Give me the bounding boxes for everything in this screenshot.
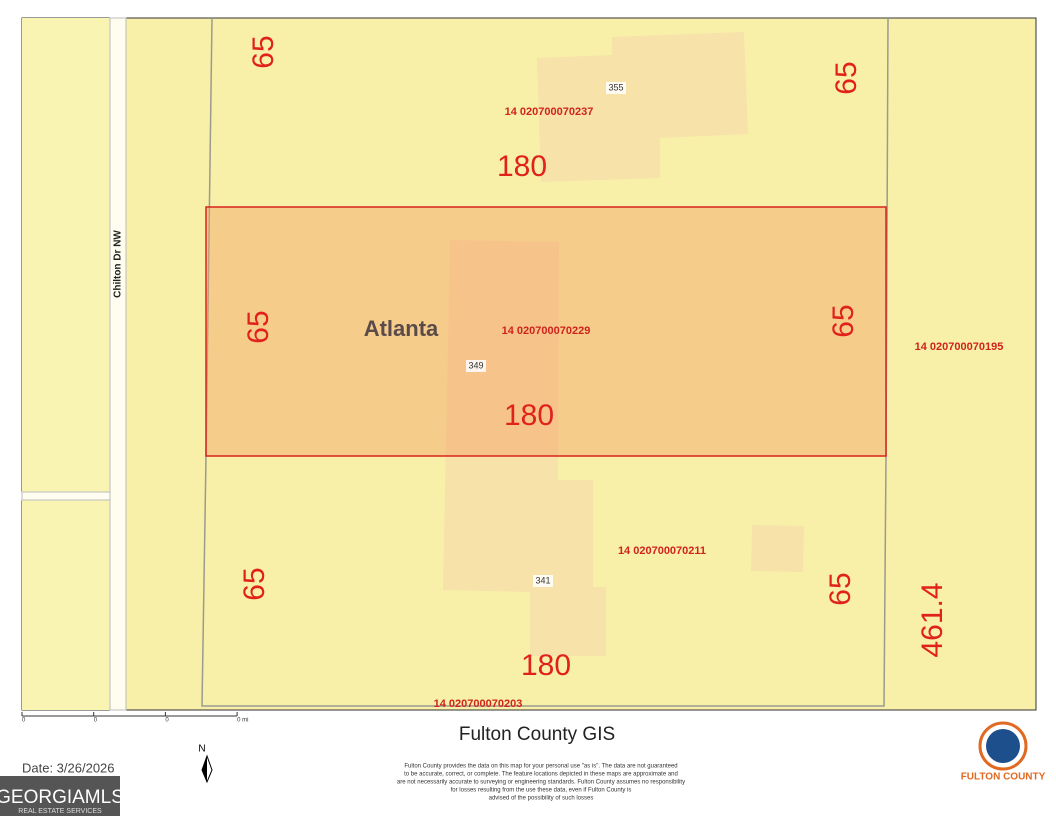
north-arrow xyxy=(202,756,207,782)
scale-label: 0 mi xyxy=(237,718,248,724)
mls-logo-text: GEORGIAMLS xyxy=(0,787,124,808)
address-label: 341 xyxy=(535,575,550,585)
address-box xyxy=(606,82,626,94)
lot xyxy=(22,18,110,710)
city-label: Atlanta xyxy=(364,316,439,341)
map: Chilton Dr NW Atlanta xyxy=(21,17,1037,711)
county-logo-text: FULTON COUNTY xyxy=(961,772,1046,783)
address-box xyxy=(533,575,553,587)
scale-label: 0 xyxy=(165,718,169,724)
building xyxy=(537,32,748,182)
selected-parcel xyxy=(205,206,887,457)
mls-tagline: REAL ESTATE SERVICES xyxy=(18,808,102,815)
dimension-label: 65 xyxy=(242,310,275,343)
parcel-id: 14 020700070203 xyxy=(434,698,523,710)
dimension-label: 180 xyxy=(497,150,547,183)
dimension-label: 461.4 xyxy=(916,582,949,657)
footer-title: Fulton County GIS xyxy=(459,724,615,745)
address-box xyxy=(466,360,486,372)
street-label: Chilton Dr NW xyxy=(113,230,124,298)
dimension-label: 65 xyxy=(247,35,280,68)
dimension-label: 65 xyxy=(824,572,857,605)
parcel-id: 14 020700070237 xyxy=(505,106,594,118)
north-label: N xyxy=(198,744,205,755)
footer: N Fulton County GIS Date: 3/26/2026 GEOR… xyxy=(0,715,1046,816)
address-label: 349 xyxy=(468,360,483,370)
dimension-label: 180 xyxy=(504,399,554,432)
building xyxy=(751,525,804,572)
parcel-id: 14 020700070195 xyxy=(915,341,1004,353)
building xyxy=(443,240,606,656)
disclaimer: are not necessarily accurate to surveyin… xyxy=(397,780,685,786)
road xyxy=(109,17,127,711)
scale-label: 0 xyxy=(22,718,26,724)
dimension-label: 65 xyxy=(238,567,271,600)
disclaimer: to be accurate, correct, or complete. Th… xyxy=(404,772,678,778)
dimension-label: 180 xyxy=(521,649,571,682)
disclaimer: for losses resulting from the use these … xyxy=(451,788,632,794)
parcel-id: 14 020700070229 xyxy=(502,325,591,337)
address-label: 355 xyxy=(608,82,623,92)
county-logo xyxy=(986,729,1020,763)
dimension-label: 65 xyxy=(830,61,863,94)
road xyxy=(21,491,111,501)
date: Date: 3/26/2026 xyxy=(22,760,115,775)
disclaimer: advised of the possibility of such losse… xyxy=(489,796,594,802)
disclaimer: Fulton County provides the data on this … xyxy=(404,764,677,770)
parcel-id: 14 020700070211 xyxy=(618,545,706,557)
dimension-label: 65 xyxy=(827,304,860,337)
mls-logo xyxy=(0,776,120,816)
scale-label: 0 xyxy=(94,718,98,724)
